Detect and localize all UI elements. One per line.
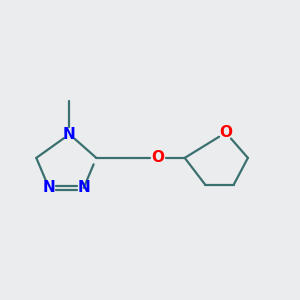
Text: N: N bbox=[63, 127, 76, 142]
Text: O: O bbox=[219, 125, 232, 140]
Text: N: N bbox=[43, 180, 55, 195]
Text: N: N bbox=[77, 180, 90, 195]
Text: O: O bbox=[152, 150, 164, 165]
